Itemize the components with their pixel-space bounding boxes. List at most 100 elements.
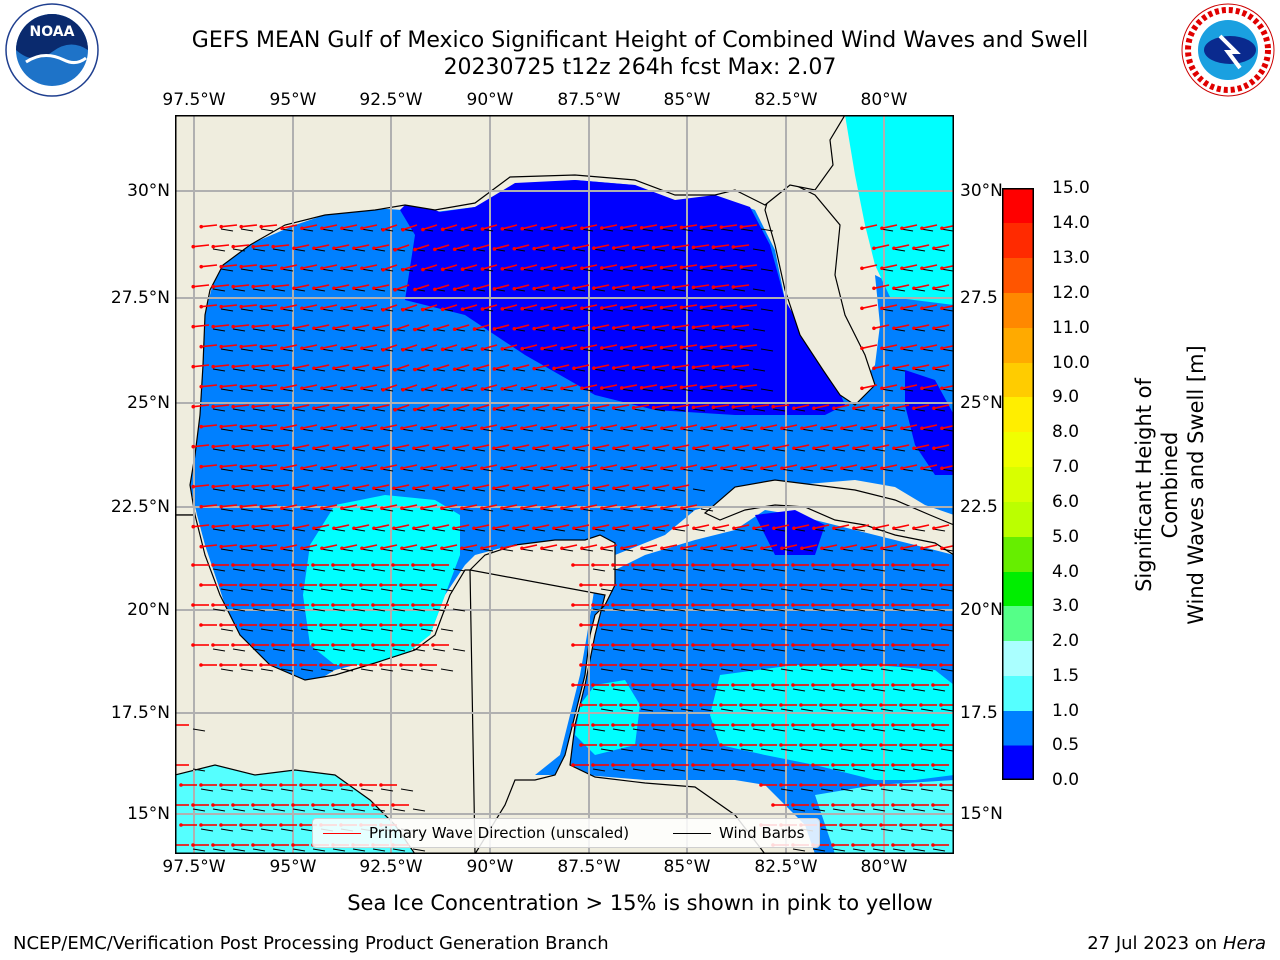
wind-barb [672, 328, 686, 332]
wind-barb [772, 688, 786, 692]
wave-arrow-head [219, 304, 224, 309]
wind-barb [872, 768, 886, 772]
wave-arrow-head [572, 326, 576, 331]
wind-barb [240, 268, 254, 272]
wind-barb [660, 228, 674, 232]
wave-arrow [321, 344, 338, 350]
wave-arrow [221, 544, 238, 548]
wave-arrow [601, 544, 618, 550]
wave-arrow [901, 544, 918, 550]
wind-barb [752, 408, 766, 412]
colorbar-tick-label: 8.0 [1052, 422, 1080, 442]
wave-arrow [434, 404, 450, 411]
wind-barb [800, 788, 814, 792]
wind-barb [220, 348, 234, 352]
wave-arrow [581, 304, 598, 310]
wave-arrow-head [211, 524, 216, 529]
wave-arrow-head [839, 703, 843, 707]
wave-arrow-head [440, 546, 444, 551]
wave-arrow-head [211, 324, 216, 329]
colorbar-band [1002, 223, 1034, 259]
wind-barb [192, 728, 206, 732]
wave-arrow [394, 244, 410, 251]
wave-arrow-head [619, 306, 624, 310]
wind-barb [660, 668, 674, 672]
wave-arrow [601, 504, 618, 510]
wave-arrow-head [311, 643, 315, 647]
wave-arrow [701, 264, 718, 269]
wave-arrow-head [401, 387, 405, 392]
wave-arrow-head [939, 743, 943, 747]
wave-arrow-head [320, 266, 324, 271]
wave-arrow [422, 224, 438, 231]
wind-barb [820, 668, 834, 672]
wave-arrow-head [880, 306, 884, 311]
wave-arrow [382, 264, 398, 271]
wind-barb [612, 728, 626, 732]
wind-barb [740, 228, 754, 232]
wave-arrow-head [720, 426, 724, 431]
wave-arrow [601, 304, 618, 309]
wave-arrow-head [271, 484, 276, 489]
wave-arrow-head [612, 526, 616, 531]
wave-arrow-head [413, 367, 417, 372]
wind-barb [640, 588, 654, 592]
wind-barb [932, 808, 946, 812]
wave-arrow [193, 484, 210, 488]
wind-barb [240, 548, 254, 552]
wave-arrow-head [452, 287, 457, 292]
wind-barb [760, 348, 774, 352]
wave-arrow-head [740, 426, 744, 431]
wave-arrow [673, 444, 690, 450]
wave-arrow-head [199, 384, 204, 389]
wind-barb [612, 768, 626, 772]
wave-arrow-head [620, 506, 624, 511]
wave-arrow [561, 464, 578, 470]
wave-arrow-head [911, 603, 915, 607]
wave-arrow-head [219, 224, 224, 229]
wave-arrow-head [191, 843, 195, 847]
wind-barb [792, 608, 806, 612]
wind-barb [272, 648, 286, 652]
wave-arrow-head [311, 603, 315, 607]
wave-arrow [873, 404, 890, 410]
wave-arrow [381, 504, 398, 510]
wind-barb [700, 228, 714, 232]
wave-arrow-head [891, 603, 895, 607]
lat-tick-right: 25°N [960, 393, 1003, 413]
wave-arrow-head [540, 266, 544, 271]
wave-arrow-head [831, 843, 835, 847]
wave-arrow-head [440, 387, 445, 392]
wave-arrow-head [492, 247, 497, 251]
wave-arrow [933, 244, 950, 250]
wave-arrow [382, 224, 398, 231]
wind-barb [920, 708, 934, 712]
wave-arrow [253, 364, 270, 368]
colorbar-tick-label: 10.0 [1052, 353, 1090, 373]
wave-arrow-head [839, 783, 843, 787]
wave-arrow-head [679, 583, 683, 587]
wave-arrow [261, 304, 278, 308]
wave-arrow-head [400, 546, 404, 551]
wave-arrow-head [372, 406, 376, 411]
wave-arrow-head [512, 446, 516, 451]
wind-barb [872, 688, 886, 692]
wave-arrow-head [300, 346, 304, 351]
wave-arrow-head [231, 244, 236, 249]
wind-barb [700, 308, 714, 312]
wave-arrow [341, 304, 358, 310]
wave-arrow-head [299, 783, 303, 787]
wave-arrow-head [639, 663, 643, 667]
wave-arrow [422, 384, 438, 391]
wave-arrow-head [739, 703, 743, 707]
wind-barb [680, 348, 694, 352]
wind-barb [652, 608, 666, 612]
wave-arrow-head [259, 464, 264, 469]
wave-arrow [921, 344, 938, 350]
wave-arrow-head [879, 703, 883, 707]
wave-arrow-head [612, 366, 616, 370]
wave-arrow [633, 324, 650, 329]
wind-barb [912, 728, 926, 732]
wave-arrow-head [492, 407, 497, 411]
wave-arrow-head [332, 526, 336, 531]
